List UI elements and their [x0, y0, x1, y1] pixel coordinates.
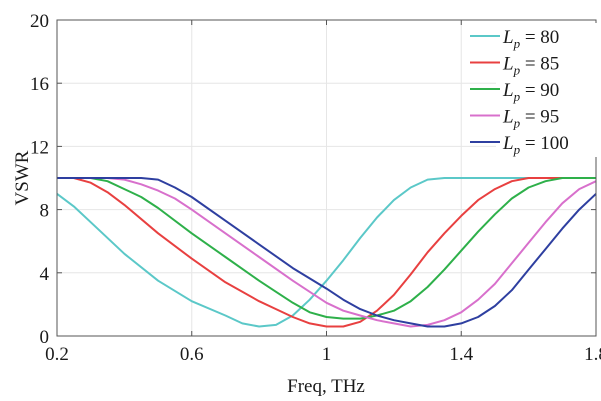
- legend-box: [496, 23, 600, 157]
- x-tick-label: 0.6: [180, 344, 204, 365]
- series-line-100: [57, 177, 597, 328]
- y-tick-label: 8: [40, 201, 50, 222]
- y-tick-label: 12: [30, 137, 49, 158]
- legend-label-95: Lp = 95: [502, 107, 559, 131]
- series-line-90: [57, 177, 596, 320]
- axis-ticks: 0.2 0.6 1 1.4 1.8 0 4 8 12 16 20: [30, 11, 601, 365]
- series-line-80: [56, 177, 596, 328]
- x-tick-label: 1.8: [584, 344, 601, 365]
- x-tick-label: 1: [322, 344, 332, 365]
- legend-label-100: Lp = 100: [502, 133, 569, 157]
- y-axis-label: VSWR: [12, 150, 33, 205]
- legend-label-80: Lp = 80: [502, 27, 559, 51]
- series-layer: [56, 177, 597, 328]
- x-tick-label: 0.2: [45, 344, 69, 365]
- legend-label-85: Lp = 85: [502, 54, 559, 78]
- y-tick-label: 20: [30, 11, 49, 32]
- x-tick-label: 1.4: [449, 344, 473, 365]
- legend-label-90: Lp = 90: [502, 80, 559, 104]
- x-axis-label: Freq, THz: [287, 376, 365, 397]
- y-tick-label: 16: [30, 74, 49, 95]
- y-tick-label: 0: [40, 327, 50, 348]
- y-tick-label: 4: [40, 264, 50, 285]
- series-line-85: [57, 177, 596, 328]
- series-line-95: [57, 177, 597, 328]
